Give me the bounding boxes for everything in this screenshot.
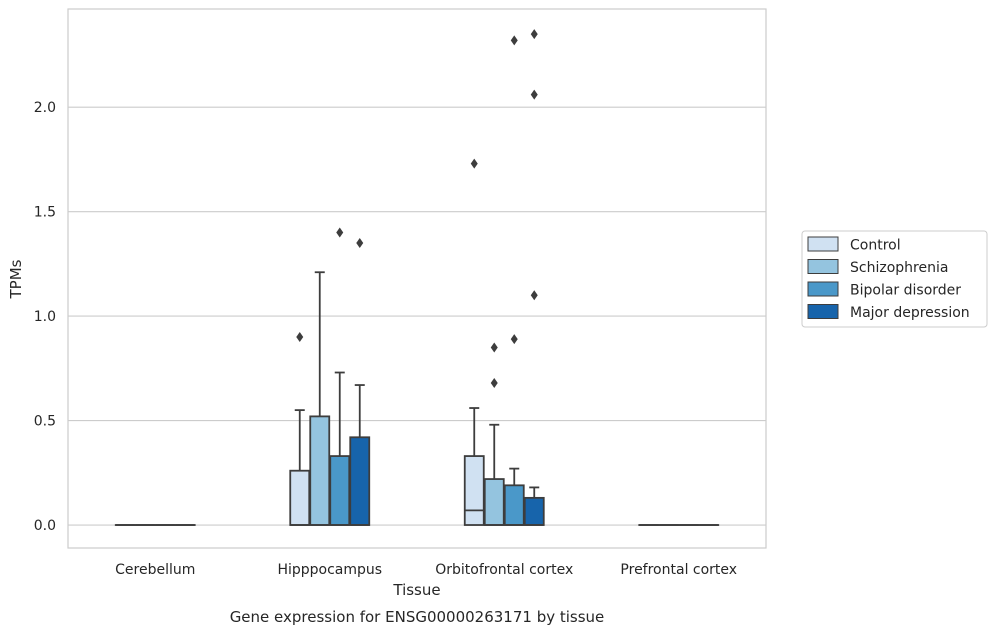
- y-tick-label: 1.0: [34, 309, 56, 325]
- legend-swatch: [807, 304, 839, 319]
- x-tick-label: Cerebellum: [115, 562, 195, 578]
- x-tick-label: Prefrontal cortex: [620, 562, 737, 578]
- legend: Control Schizophrenia Bipolar disorder Majo…: [801, 230, 988, 328]
- legend-swatch: [807, 259, 839, 274]
- y-tick-label: 0.0: [34, 518, 56, 534]
- box-rect: [463, 455, 485, 526]
- y-axis-label: TPMs: [7, 259, 25, 299]
- x-tick-label: Orbitofrontal cortex: [435, 562, 573, 578]
- x-axis-label: Tissue: [392, 581, 440, 599]
- box-groups: [114, 29, 720, 526]
- outlier-point: [530, 89, 538, 100]
- box-rect: [503, 484, 525, 526]
- outlier-point: [510, 35, 518, 46]
- outlier-point: [490, 377, 498, 388]
- box-rect: [289, 469, 311, 526]
- legend-swatch: [807, 281, 839, 297]
- y-tick-label: 2.0: [34, 100, 56, 116]
- y-tick-label: 1.5: [34, 205, 56, 221]
- legend-label: Major depression: [850, 305, 970, 321]
- box-rect: [349, 436, 371, 526]
- plot-background: [68, 9, 766, 548]
- legend-frame: [801, 230, 988, 328]
- outlier-point: [356, 237, 364, 248]
- y-tick-label: 0.5: [34, 414, 56, 430]
- outlier-point: [490, 342, 498, 353]
- chart-caption: Gene expression for ENSG00000263171 by t…: [230, 608, 605, 626]
- legend-label: Bipolar disorder: [850, 283, 961, 299]
- outlier-point: [530, 29, 538, 40]
- y-tick-labels: 0.0 0.5 1.0 1.5 2.0: [34, 100, 56, 534]
- legend-swatch: [807, 236, 839, 252]
- box-rect: [523, 496, 545, 526]
- legend-label: Control: [850, 238, 901, 254]
- outlier-point: [510, 334, 518, 345]
- box-rect: [483, 478, 505, 526]
- box-rect: [329, 455, 351, 526]
- x-tick-labels: Cerebellum Hipppocampus Orbitofrontal cort…: [115, 562, 737, 578]
- plot-frame: [67, 8, 767, 549]
- outlier-point: [336, 227, 344, 238]
- outlier-point: [296, 331, 304, 342]
- legend-label: Schizophrenia: [850, 260, 948, 276]
- x-tick-label: Hipppocampus: [277, 562, 382, 578]
- box-rect: [309, 415, 331, 526]
- outlier-point: [470, 158, 478, 169]
- outlier-point: [530, 290, 538, 301]
